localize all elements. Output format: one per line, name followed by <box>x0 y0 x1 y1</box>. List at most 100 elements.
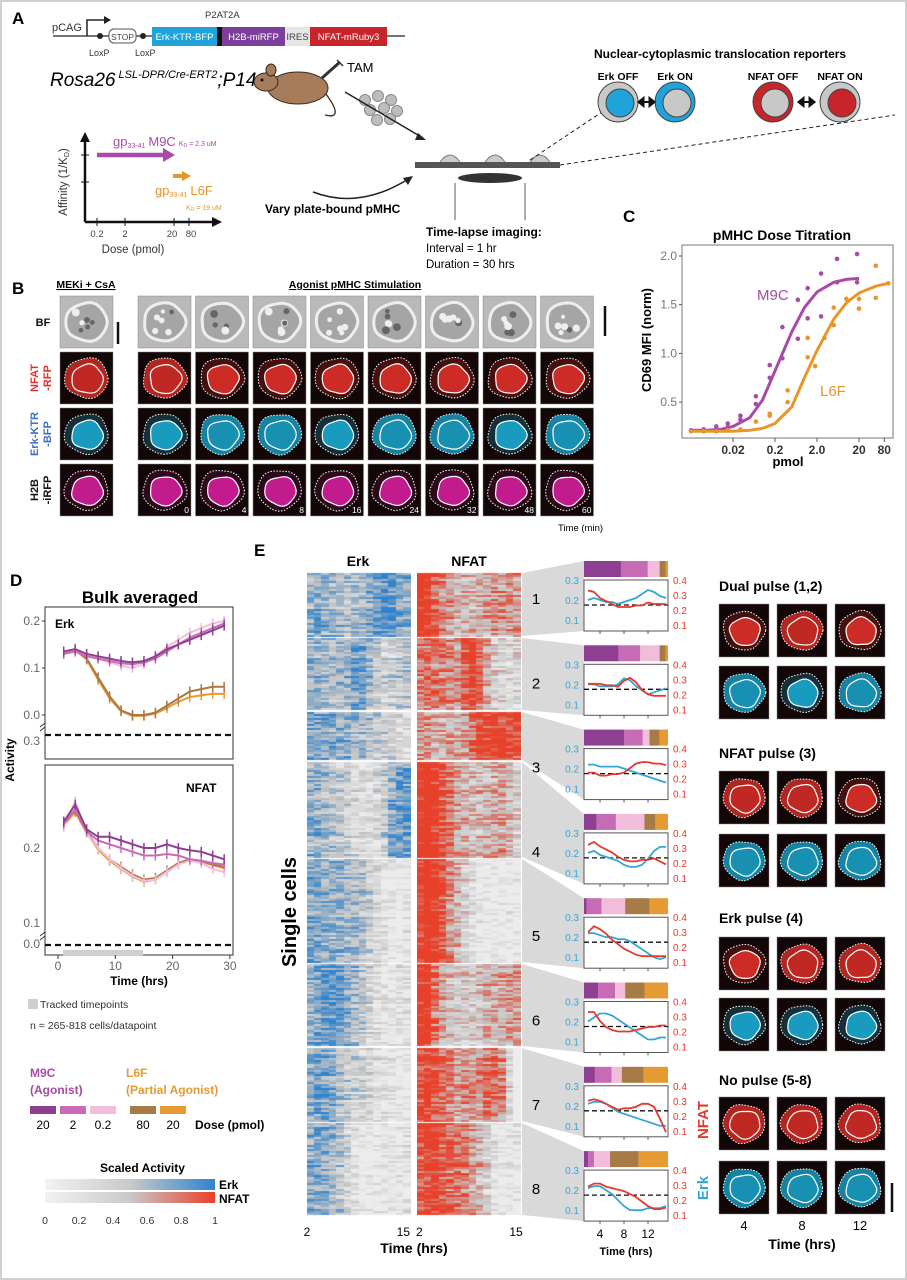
nucleus-boundary <box>845 678 878 708</box>
erk-tick: 0.1 <box>565 785 579 796</box>
cell-boundary <box>838 942 882 984</box>
cell-texture <box>153 314 161 321</box>
scale-title: Scaled Activity <box>100 1161 185 1175</box>
stop-cassette: STOP <box>111 32 134 42</box>
axis-break-icon <box>39 931 46 941</box>
composition-segment <box>584 1151 589 1168</box>
cell-texture <box>509 311 517 319</box>
nfat-tick: 0.2 <box>673 859 687 870</box>
nucleus-boundary <box>844 1110 878 1140</box>
nfat-tick: 0.1 <box>673 958 687 969</box>
erk-tick: 0.1 <box>565 953 579 964</box>
y-axis-label: Single cells <box>279 857 301 967</box>
vary-pmhc-label: Vary plate-bound pMHC <box>265 202 401 216</box>
data-point <box>725 421 731 426</box>
tracked-timepoints-bar <box>63 950 143 956</box>
cell-texture <box>71 308 80 317</box>
composition-segment <box>621 1066 644 1083</box>
t-cell-icon <box>378 102 390 114</box>
cell-boundary <box>779 1104 823 1144</box>
group-title: No pulse (5-8) <box>719 1072 812 1088</box>
arrow-to-plate <box>344 91 424 139</box>
stimulation-header: Agonist pMHC Stimulation <box>289 279 421 291</box>
mouse-genotype: Rosa26 LSL-DPR/Cre-ERT2;P14 <box>50 69 256 91</box>
nucleus-boundary <box>786 1110 819 1140</box>
l6f-legend-title: L6F <box>126 1066 147 1080</box>
nucleus-boundary <box>552 476 586 507</box>
composition-segment <box>638 1151 668 1168</box>
cell-boundary <box>779 1168 824 1209</box>
x-tick: 2 <box>416 1225 423 1239</box>
nfat-on-nucleus-icon <box>827 88 857 118</box>
x-tick-label: 0.02 <box>721 443 745 457</box>
syringe-icon <box>321 59 344 80</box>
construct-segment-label: H2B-miRFP <box>228 32 279 43</box>
time-stamp: 24 <box>410 505 420 515</box>
composition-segment <box>610 1151 639 1168</box>
nfat-tick: 0.3 <box>673 760 687 771</box>
cell-outline <box>314 301 360 344</box>
nucleus-boundary <box>379 363 413 394</box>
x-tick: 80 <box>186 229 197 240</box>
scale-tick: 0.4 <box>106 1215 121 1227</box>
dose-label: 0.2 <box>95 1118 112 1132</box>
time-stamp: 48 <box>525 505 535 515</box>
nfat-tick: 0.1 <box>673 1127 687 1138</box>
t-cell-icon <box>391 105 403 117</box>
m9c-label: gp33-41 M9C KD = 2.3 uM <box>113 134 217 150</box>
cluster-wedge <box>522 1123 584 1222</box>
scale-tick: 0.6 <box>140 1215 155 1227</box>
nucleus-boundary <box>787 678 819 709</box>
nfat-line <box>587 1098 667 1133</box>
data-point <box>780 355 785 361</box>
tam-label: TAM <box>347 60 373 75</box>
nfat-heatmap <box>417 572 521 1216</box>
nucleus-boundary <box>494 363 528 394</box>
nfat-tick: 0.4 <box>673 660 687 671</box>
cell-outline <box>429 301 475 343</box>
image-time: 12 <box>853 1218 867 1233</box>
nfat-tick: 0.2 <box>673 690 687 701</box>
x-tick-label: 80 <box>878 443 892 457</box>
data-point <box>767 362 773 368</box>
zoom-line <box>559 114 896 166</box>
nucleus-boundary <box>321 475 355 507</box>
panel-d: D Bulk averaged Erk NFAT 0.2 0.1 0.0 0.3 0.2… <box>3 571 264 1227</box>
cell-texture <box>169 309 175 315</box>
image-time: 8 <box>798 1218 805 1233</box>
erk-line <box>587 846 666 868</box>
nfat-line <box>587 840 667 866</box>
composition-segment <box>596 813 616 830</box>
nfat-tick: 0.2 <box>673 606 687 617</box>
cell-texture <box>89 320 95 325</box>
cluster-wedge <box>522 638 584 716</box>
cell-outline <box>257 301 303 344</box>
data-point <box>856 296 862 302</box>
cluster-wedge <box>522 859 584 969</box>
y-tick-label: 0.5 <box>660 395 677 409</box>
data-point <box>795 336 801 342</box>
cell-texture <box>327 317 333 323</box>
cell-boundary <box>838 672 882 713</box>
y-tick-label: 0.3 <box>23 734 40 748</box>
composition-segment <box>584 982 599 999</box>
cluster-wedge <box>522 712 584 800</box>
nfat-tick: 0.4 <box>673 1082 687 1093</box>
erk-heatmap <box>307 572 411 1216</box>
axis-break-icon <box>39 722 46 732</box>
x-tick: 2 <box>122 229 127 240</box>
nucleus-boundary <box>786 616 819 646</box>
scale-tick: 1 <box>212 1215 218 1227</box>
composition-segment <box>620 561 648 577</box>
dose-swatch <box>30 1106 56 1114</box>
line-x-tick: 8 <box>621 1227 628 1241</box>
cell-texture <box>152 327 159 335</box>
data-point <box>831 322 837 328</box>
erk-tick: 0.2 <box>565 765 579 776</box>
m9c-legend-title: M9C <box>30 1066 56 1080</box>
cell-texture <box>277 326 284 332</box>
erk-color-scale <box>45 1179 215 1190</box>
cell-outline <box>372 301 417 343</box>
row-label: BF <box>36 317 51 329</box>
data-point <box>738 413 743 419</box>
